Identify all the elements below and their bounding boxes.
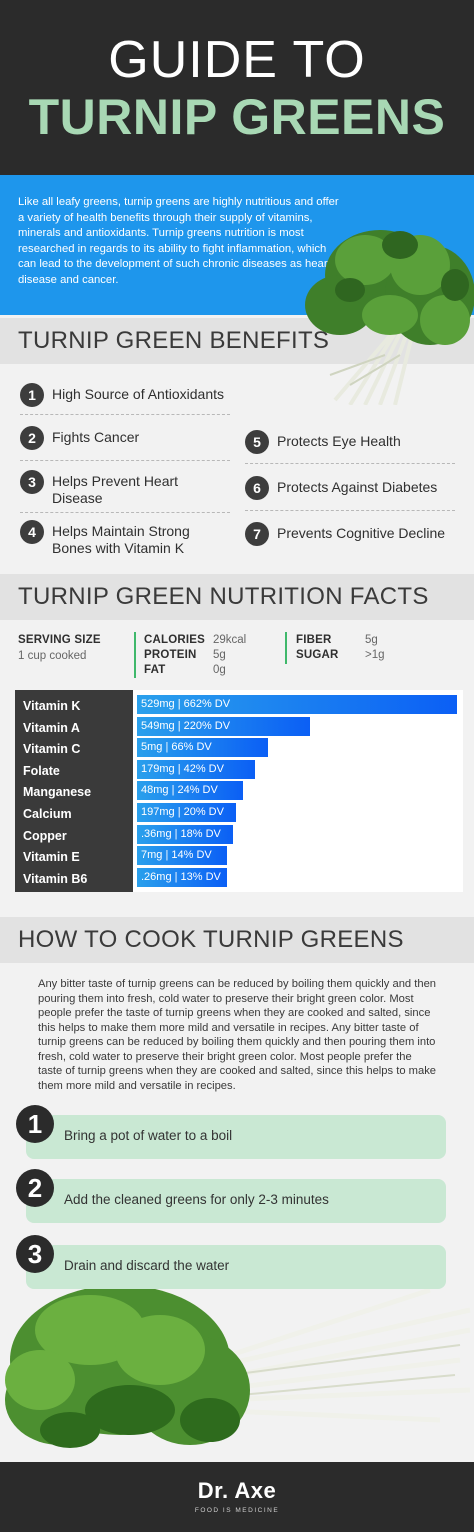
chart-bar: 197mg | 20% DV	[137, 803, 237, 822]
benefit-label: Helps Prevent Heart Disease	[52, 473, 179, 506]
fact-label: PROTEIN	[144, 649, 197, 661]
fact-label: FAT	[144, 664, 166, 676]
chart-category-label: Manganese	[23, 785, 92, 800]
chart-bar-label: .36mg | 18% DV	[141, 827, 221, 840]
benefit-item-6: 6 Protects Against Diabetes	[245, 476, 437, 500]
chart-category-label: Vitamin E	[23, 850, 80, 865]
benefit-item-5: 5 Protects Eye Health	[245, 430, 401, 454]
benefit-number: 7	[245, 522, 269, 546]
chart-category-label: Vitamin A	[23, 720, 80, 735]
chart-category-label: Folate	[23, 763, 60, 778]
nutrition-band: TURNIP GREEN NUTRITION FACTS	[0, 574, 474, 620]
chart-bar-label: 529mg | 662% DV	[141, 698, 231, 710]
chart-bar: 549mg | 220% DV	[137, 716, 310, 736]
chart-category-label: Calcium	[23, 807, 72, 821]
cook-band: HOW TO COOK TURNIP GREENS	[0, 917, 474, 963]
turnip-greens-photo	[5, 1285, 471, 1448]
step-text: Drain and discard the water	[64, 1258, 230, 1273]
benefit-number: 4	[20, 520, 44, 544]
header: GUIDE TO TURNIP GREENS	[0, 0, 474, 175]
chart-bar: 179mg | 42% DV	[137, 759, 256, 779]
benefit-label: Fights Cancer	[52, 429, 140, 445]
step-3: Drain and discard the water	[26, 1245, 446, 1289]
benefit-label: Prevents Cognitive Decline	[277, 525, 446, 541]
benefit-item-4: 4 Helps Maintain Strong Bones with Vitam…	[20, 520, 227, 557]
chart-bar: 48mg | 24% DV	[137, 781, 243, 801]
benefit-number: 2	[20, 426, 44, 450]
chart-category-label: Vitamin K	[23, 699, 81, 713]
chart-bar-label: 48mg | 24% DV	[141, 784, 218, 797]
fact-value: 5g	[213, 649, 226, 661]
serving-size-label: SERVING SIZE	[18, 634, 101, 646]
step-2: Add the cleaned greens for only 2-3 minu…	[26, 1179, 446, 1223]
nutrient-bar-chart: Vitamin K Vitamin A Vitamin C Folate Mangane…	[15, 690, 463, 892]
chart-bar: 5mg | 66% DV	[137, 738, 269, 758]
footer: Dr. Axe FOOD IS MEDICINE	[0, 1462, 474, 1532]
benefit-number: 3	[20, 470, 44, 494]
fact-value: 0g	[213, 664, 226, 676]
cook-description: Any bitter taste of turnip greens can be…	[38, 978, 437, 1092]
chart-category-label: Vitamin B6	[23, 871, 88, 886]
chart-bar-label: 5mg | 66% DV	[141, 741, 212, 754]
step-number: 1	[16, 1105, 54, 1143]
intro-text: Like all leafy greens, turnip greens are…	[18, 196, 339, 286]
step-text: Add the cleaned greens for only 2-3 minu…	[64, 1192, 329, 1207]
step-number: 3	[16, 1235, 54, 1273]
step-number: 2	[16, 1169, 54, 1207]
chart-category-label: Vitamin C	[23, 742, 81, 757]
divider	[134, 632, 136, 678]
chart-bar-label: 197mg | 20% DV	[141, 806, 224, 818]
benefit-number: 6	[245, 476, 269, 500]
fact-label: FIBER	[296, 634, 332, 646]
divider	[245, 463, 455, 464]
divider	[285, 632, 287, 664]
step-1: Bring a pot of water to a boil	[26, 1115, 446, 1159]
chart-bar: 529mg | 662% DV	[137, 695, 457, 714]
fact-value: 5g	[365, 634, 378, 646]
brand-tagline: FOOD IS MEDICINE	[194, 1507, 280, 1514]
chart-bar: 7mg | 14% DV	[137, 846, 227, 866]
fact-value: 29kcal	[213, 634, 247, 646]
benefit-item-3: 3 Helps Prevent Heart Disease	[20, 470, 212, 507]
divider	[20, 414, 230, 415]
benefit-label: Protects Eye Health	[277, 433, 401, 449]
brand-logo: Dr. Axe	[197, 1478, 277, 1503]
divider	[245, 510, 455, 511]
benefit-item-2: 2 Fights Cancer	[20, 426, 139, 450]
benefit-label: Helps Maintain Strong Bones with Vitamin…	[52, 523, 190, 556]
benefit-number: 1	[20, 383, 44, 407]
serving-size-value: 1 cup cooked	[18, 650, 87, 662]
fact-label: CALORIES	[144, 634, 206, 646]
chart-bar-label: .26mg | 13% DV	[141, 870, 221, 883]
divider	[20, 512, 230, 513]
chart-bar-label: 179mg | 42% DV	[141, 762, 224, 775]
chart-bar-label: 7mg | 14% DV	[141, 849, 212, 862]
benefit-label: Protects Against Diabetes	[277, 479, 438, 495]
fact-label: SUGAR	[296, 649, 339, 661]
fact-value: >1g	[365, 649, 385, 661]
chart-bar: .26mg | 13% DV	[137, 867, 227, 887]
benefit-number: 5	[245, 430, 269, 454]
title-line-2: TURNIP GREENS	[28, 89, 446, 145]
step-text: Bring a pot of water to a boil	[64, 1128, 233, 1143]
benefit-label: High Source of Antioxidants	[52, 386, 224, 402]
title-line-1: GUIDE TO	[108, 31, 366, 89]
nutrition-title: TURNIP GREEN NUTRITION FACTS	[18, 583, 429, 610]
benefit-item-1: 1 High Source of Antioxidants	[20, 383, 224, 407]
cook-title: HOW TO COOK TURNIP GREENS	[18, 926, 404, 953]
turnip-greens-illustration	[305, 230, 474, 405]
chart-bar-label: 549mg | 220% DV	[141, 719, 231, 732]
chart-bar: .36mg | 18% DV	[137, 824, 233, 844]
chart-category-label: Copper	[23, 828, 67, 843]
divider	[20, 460, 230, 461]
benefits-title: TURNIP GREEN BENEFITS	[18, 327, 330, 354]
chart-label-column: Vitamin K Vitamin A Vitamin C Folate Mangane…	[15, 690, 133, 892]
benefit-item-7: 7 Prevents Cognitive Decline	[245, 522, 445, 546]
